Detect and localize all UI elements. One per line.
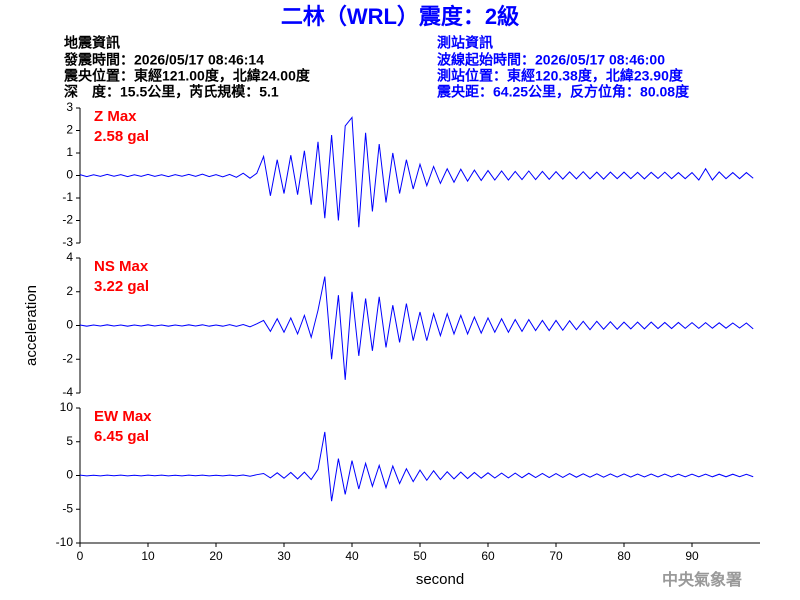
max-label: NS Max	[94, 258, 149, 275]
y-tick-label: -3	[62, 235, 73, 249]
y-tick-label: -10	[56, 535, 74, 549]
waveform	[79, 431, 754, 502]
x-tick-label: 90	[685, 549, 699, 563]
x-tick-label: 50	[413, 549, 427, 563]
y-tick-label: 3	[66, 100, 73, 114]
y-tick-label: 10	[60, 400, 74, 414]
y-tick-label: 1	[66, 145, 73, 159]
y-axis-label: acceleration	[23, 285, 40, 366]
info-left: 地震資訊	[64, 35, 120, 51]
x-tick-label: 10	[141, 549, 155, 563]
max-label: 3.22 gal	[94, 278, 149, 295]
x-tick-label: 30	[277, 549, 291, 563]
max-label: EW Max	[94, 408, 152, 425]
y-tick-label: -5	[62, 501, 73, 515]
y-tick-label: 0	[66, 468, 73, 482]
info-right: 測站位置：東經120.38度，北緯23.90度	[437, 68, 684, 84]
y-tick-label: -4	[62, 385, 73, 399]
y-tick-label: 0	[66, 318, 73, 332]
x-tick-label: 60	[481, 549, 495, 563]
x-tick-label: 0	[77, 549, 84, 563]
waveform	[79, 116, 754, 228]
y-tick-label: 2	[66, 284, 73, 298]
y-tick-label: -2	[62, 351, 73, 365]
y-tick-label: 2	[66, 123, 73, 137]
x-tick-label: 20	[209, 549, 223, 563]
y-tick-label: 5	[66, 434, 73, 448]
max-label: 2.58 gal	[94, 128, 149, 145]
y-tick-label: -1	[62, 190, 73, 204]
info-right: 測站資訊	[437, 35, 493, 51]
watermark: 中央氣象署	[662, 570, 742, 589]
max-label: Z Max	[94, 108, 137, 125]
waveform	[79, 276, 754, 380]
info-left: 震央位置：東經121.00度，北緯24.00度	[63, 68, 311, 84]
x-tick-label: 80	[617, 549, 631, 563]
x-tick-label: 70	[549, 549, 563, 563]
x-axis-label: second	[416, 571, 464, 588]
y-tick-label: 0	[66, 168, 73, 182]
info-right: 波線起始時間：2026/05/17 08:46:00	[437, 52, 665, 68]
x-tick-label: 40	[345, 549, 359, 563]
y-tick-label: 4	[66, 250, 73, 264]
title: 二林（WRL）震度：2級	[281, 4, 519, 29]
info-right: 震央距：64.25公里，反方位角：80.08度	[436, 84, 690, 100]
info-left: 深 度：15.5公里，芮氏規模：5.1	[64, 84, 279, 100]
y-tick-label: -2	[62, 213, 73, 227]
info-left: 發震時間：2026/05/17 08:46:14	[63, 52, 264, 68]
max-label: 6.45 gal	[94, 428, 149, 445]
